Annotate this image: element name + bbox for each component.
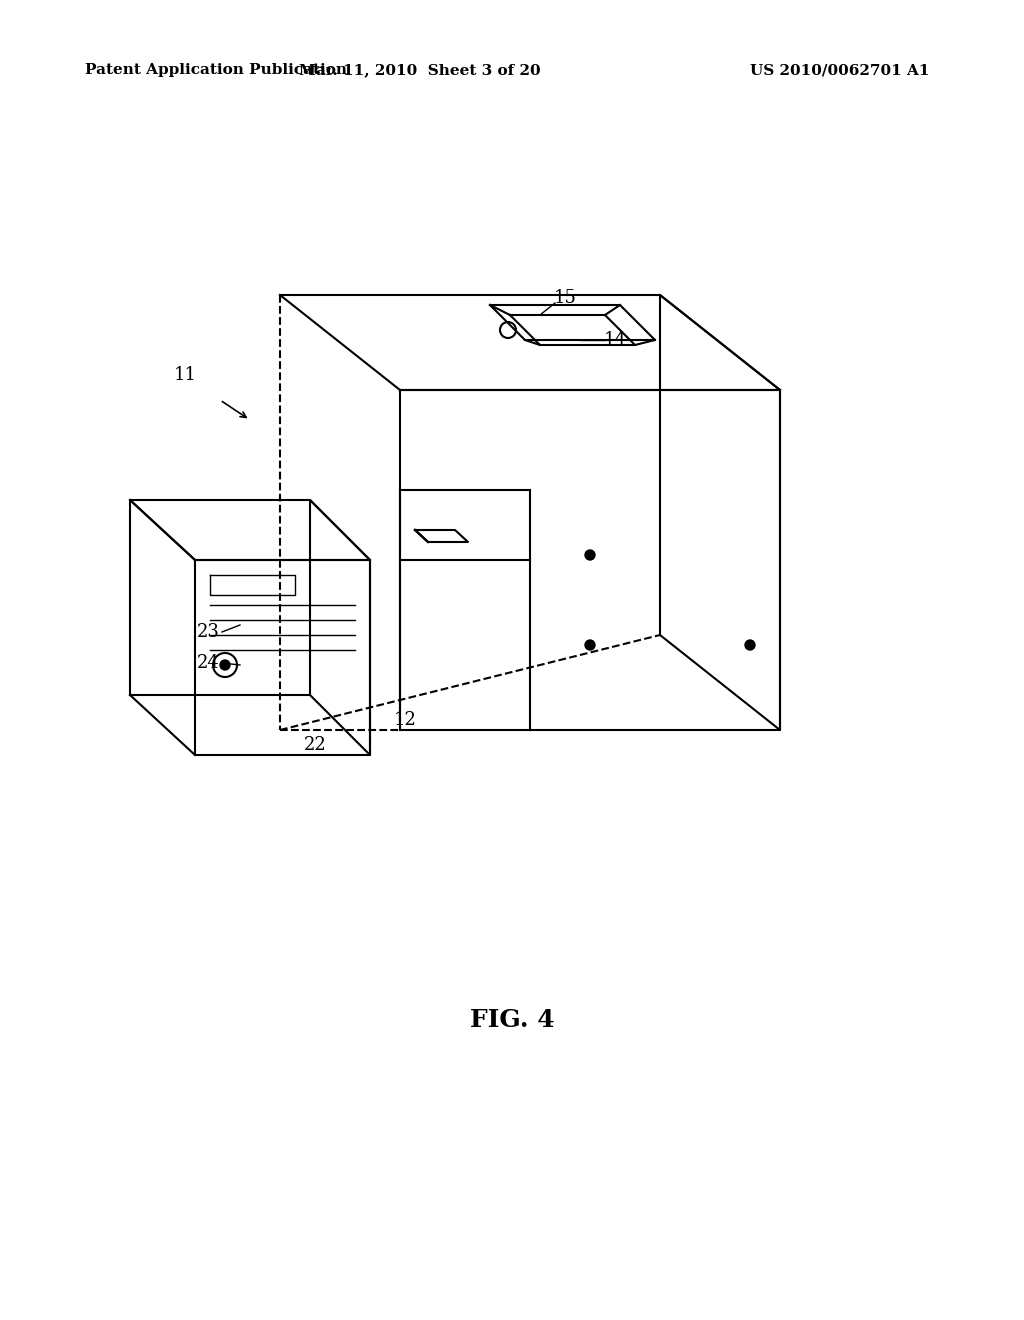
Circle shape (220, 660, 230, 671)
Circle shape (585, 640, 595, 649)
Circle shape (745, 640, 755, 649)
Text: 12: 12 (393, 711, 417, 729)
Text: 22: 22 (304, 737, 327, 754)
Circle shape (585, 550, 595, 560)
Text: FIG. 4: FIG. 4 (470, 1008, 554, 1032)
Text: 14: 14 (603, 331, 627, 348)
Text: 11: 11 (173, 366, 197, 384)
Text: Mar. 11, 2010  Sheet 3 of 20: Mar. 11, 2010 Sheet 3 of 20 (299, 63, 541, 77)
Text: 15: 15 (554, 289, 577, 308)
Text: 23: 23 (197, 623, 219, 642)
Text: US 2010/0062701 A1: US 2010/0062701 A1 (750, 63, 930, 77)
Text: Patent Application Publication: Patent Application Publication (85, 63, 347, 77)
Text: 24: 24 (197, 653, 219, 672)
